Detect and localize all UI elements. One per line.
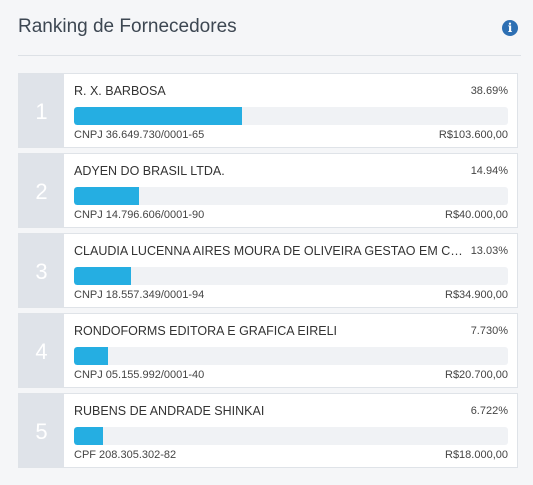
share-bar-fill (74, 267, 131, 285)
share-bar (74, 347, 508, 365)
share-bar-fill (74, 347, 108, 365)
supplier-document: CNPJ 18.557.349/0001-94 (74, 289, 205, 301)
supplier-name: RONDOFORMS EDITORA E GRAFICA EIRELI (74, 324, 338, 338)
supplier-document: CNPJ 05.155.992/0001-40 (74, 369, 205, 381)
supplier-percent: 6.722% (470, 405, 508, 417)
supplier-value: R$34.900,00 (445, 289, 508, 301)
share-bar (74, 107, 508, 125)
supplier-value: R$18.000,00 (445, 449, 508, 461)
share-bar-fill (74, 107, 242, 125)
supplier-card: 2 ADYEN DO BRASIL LTDA. 14.94% CNPJ 14.7… (18, 153, 518, 228)
supplier-card: 1 R. X. BARBOSA 38.69% CNPJ 36.649.730/0… (18, 73, 518, 148)
panel-title: Ranking de Fornecedores (18, 16, 237, 37)
supplier-percent: 13.03% (470, 245, 508, 257)
share-bar-fill (74, 427, 104, 445)
supplier-card: 5 RUBENS DE ANDRADE SHINKAI 6.722% CPF 2… (18, 393, 518, 468)
supplier-name: ADYEN DO BRASIL LTDA. (74, 164, 225, 178)
supplier-percent: 14.94% (470, 165, 508, 177)
share-bar (74, 267, 508, 285)
supplier-percent: 7.730% (470, 325, 508, 337)
share-bar-fill (74, 187, 139, 205)
rank-number: 1 (19, 74, 64, 147)
share-bar (74, 427, 508, 445)
supplier-percent: 38.69% (470, 85, 508, 97)
supplier-name: RUBENS DE ANDRADE SHINKAI (74, 404, 265, 418)
panel-header: Ranking de Fornecedores i (18, 0, 521, 56)
supplier-document: CNPJ 36.649.730/0001-65 (74, 129, 205, 141)
supplier-name: R. X. BARBOSA (74, 84, 166, 98)
share-bar (74, 187, 508, 205)
supplier-card: 3 CLAUDIA LUCENNA AIRES MOURA DE OLIVEIR… (18, 233, 518, 308)
supplier-name: CLAUDIA LUCENNA AIRES MOURA DE OLIVEIRA … (74, 244, 464, 258)
rank-number: 5 (19, 394, 64, 467)
supplier-card: 4 RONDOFORMS EDITORA E GRAFICA EIRELI 7.… (18, 313, 518, 388)
rank-number: 4 (19, 314, 64, 387)
info-icon[interactable]: i (502, 20, 518, 36)
rank-number: 2 (19, 154, 64, 227)
supplier-value: R$103.600,00 (438, 129, 508, 141)
supplier-document: CPF 208.305.302-82 (74, 449, 177, 461)
supplier-value: R$20.700,00 (445, 369, 508, 381)
rank-number: 3 (19, 234, 64, 307)
supplier-document: CNPJ 14.796.606/0001-90 (74, 209, 205, 221)
supplier-value: R$40.000,00 (445, 209, 508, 221)
supplier-list: 1 R. X. BARBOSA 38.69% CNPJ 36.649.730/0… (18, 73, 518, 473)
